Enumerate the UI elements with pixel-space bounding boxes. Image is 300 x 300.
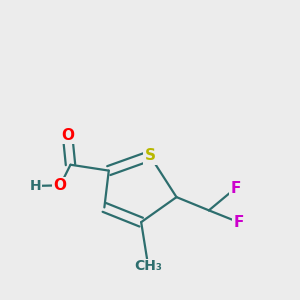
Text: F: F	[233, 214, 244, 230]
Text: O: O	[61, 128, 74, 143]
Text: CH₃: CH₃	[135, 259, 163, 273]
Text: S: S	[145, 148, 155, 164]
Text: H: H	[29, 179, 41, 193]
Text: O: O	[54, 178, 67, 193]
Text: F: F	[230, 181, 241, 196]
